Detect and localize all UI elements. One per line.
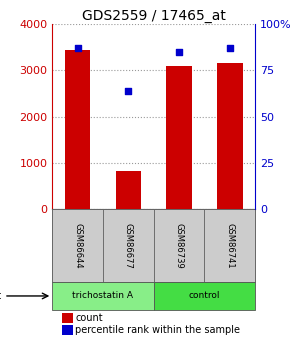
Bar (217, 63, 242, 209)
Text: trichostatin A: trichostatin A (72, 292, 133, 300)
Text: percentile rank within the sample: percentile rank within the sample (75, 325, 240, 335)
Bar (103, 209, 154, 282)
Text: GSM86677: GSM86677 (124, 223, 133, 268)
Bar (52, 282, 154, 310)
Bar (154, 282, 255, 310)
Point (227, 46, 232, 51)
Text: control: control (189, 292, 220, 300)
Title: GDS2559 / 17465_at: GDS2559 / 17465_at (82, 9, 226, 23)
Bar (62, 313, 72, 323)
Text: GSM86739: GSM86739 (175, 223, 184, 268)
Bar (166, 66, 192, 209)
Bar (52, 209, 103, 282)
Text: count: count (75, 313, 103, 323)
Bar (62, 325, 72, 335)
Bar (65, 50, 90, 209)
Point (75, 46, 80, 51)
Bar (116, 171, 141, 209)
Text: GSM86741: GSM86741 (225, 223, 234, 268)
Bar (204, 209, 255, 282)
Bar (154, 209, 204, 282)
Point (177, 49, 182, 55)
Text: GSM86644: GSM86644 (73, 223, 82, 268)
Point (126, 88, 130, 93)
Text: agent: agent (0, 291, 1, 301)
